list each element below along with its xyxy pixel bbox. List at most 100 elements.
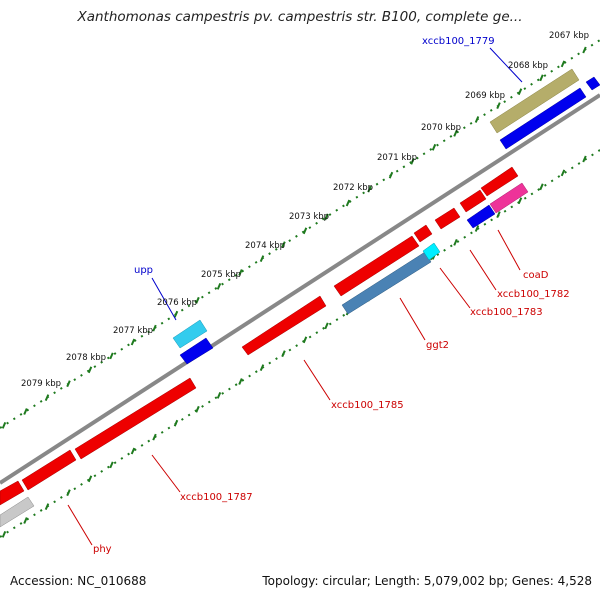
label-xccb100-1783[interactable]: xccb100_1783 <box>470 307 543 318</box>
major-tick <box>1 422 7 429</box>
major-tick <box>367 185 372 193</box>
label-upp[interactable]: upp <box>134 265 153 276</box>
major-tick <box>130 447 136 455</box>
major-tick <box>195 296 200 304</box>
gene-upper-red-1[interactable] <box>241 295 327 356</box>
major-tick <box>259 255 265 262</box>
major-tick <box>1 531 7 538</box>
major-tick <box>216 283 222 290</box>
major-tick <box>302 336 308 344</box>
gene-lower-blue-coaD[interactable] <box>466 204 496 229</box>
scale-label: 2073 kbp <box>289 212 329 222</box>
leader-phy <box>67 504 93 546</box>
genome-summary-text: Topology: circular; Length: 5,079,002 bp… <box>262 574 592 588</box>
major-tick <box>560 169 566 177</box>
scale-label: 2078 kbp <box>66 353 106 363</box>
major-tick <box>87 475 93 483</box>
major-tick <box>517 197 523 205</box>
label-coaD[interactable]: coaD <box>523 270 549 281</box>
label-phy[interactable]: phy <box>93 544 112 555</box>
scale-label: 2069 kbp <box>465 91 505 101</box>
major-tick <box>324 322 329 330</box>
gene-upper-red-2[interactable] <box>333 235 420 297</box>
scale-label: 2072 kbp <box>333 183 373 193</box>
gene-lower-steelblue-ggt2[interactable] <box>341 251 432 315</box>
label-xccb100-1782[interactable]: xccb100_1782 <box>497 289 570 300</box>
gene-upper-red-left-1[interactable] <box>74 377 197 460</box>
major-tick <box>560 60 566 68</box>
gene-upp[interactable] <box>172 319 208 349</box>
gene-xccb100-1779[interactable] <box>489 68 580 134</box>
gene-lower-magenta[interactable] <box>489 182 529 214</box>
major-tick <box>539 74 544 82</box>
gene-lower-gray-phy[interactable] <box>0 496 35 528</box>
major-tick <box>109 461 114 469</box>
scale-label: 2077 kbp <box>113 326 153 336</box>
gene-lower-blue-arrow[interactable] <box>585 76 600 91</box>
major-tick <box>345 199 351 207</box>
major-tick <box>281 350 286 358</box>
scale-label: 2075 kbp <box>201 270 241 280</box>
gene-upper-red-left-2[interactable] <box>21 449 77 491</box>
gene-upper-red-5[interactable] <box>459 189 487 213</box>
gene-lower-blue-top[interactable] <box>499 87 587 150</box>
major-tick <box>582 155 587 163</box>
leader-xccb100-1785 <box>303 359 331 401</box>
scale-label: 2079 kbp <box>21 379 61 389</box>
major-tick <box>195 405 200 413</box>
major-tick <box>259 364 265 371</box>
gene-upper-red-4[interactable] <box>434 207 461 230</box>
leader-lines <box>67 47 523 546</box>
leader-xccb100-1783 <box>439 267 471 309</box>
gene-lower-cyan[interactable] <box>422 242 441 261</box>
gene-upper-red-6[interactable] <box>480 166 519 197</box>
scale-label: 2076 kbp <box>157 298 197 308</box>
leader-coaD <box>497 229 521 271</box>
major-tick <box>388 171 394 179</box>
major-tick <box>453 130 458 137</box>
major-tick <box>410 157 415 165</box>
major-tick <box>23 408 28 415</box>
major-tick <box>23 517 28 524</box>
major-tick <box>302 227 308 235</box>
major-tick <box>216 392 222 399</box>
scale-label: 2071 kbp <box>377 153 417 163</box>
gene-labels: xccb100_1779 upp coaD xccb100_1782 xccb1… <box>93 36 570 555</box>
leader-xccb100-1782 <box>469 249 497 291</box>
scale-labels: 2067 kbp 2068 kbp 2069 kbp 2070 kbp 2071… <box>21 31 589 389</box>
map-title: Xanthomonas campestris pv. campestris st… <box>77 9 523 25</box>
major-tick <box>474 225 480 232</box>
label-xccb100-1787[interactable]: xccb100_1787 <box>180 492 253 503</box>
genome-backbone <box>0 93 600 485</box>
label-xccb100-1785[interactable]: xccb100_1785 <box>331 400 404 411</box>
accession-text: Accession: NC_010688 <box>10 574 147 588</box>
leader-xccb100-1779 <box>489 47 523 83</box>
major-tick <box>66 489 71 497</box>
leader-xccb100-1787 <box>151 454 181 493</box>
major-tick <box>44 503 50 510</box>
gene-upper-red-3[interactable] <box>413 224 433 243</box>
major-tick <box>474 116 480 123</box>
scale-label: 2074 kbp <box>245 241 285 251</box>
major-tick <box>453 239 458 246</box>
label-ggt2[interactable]: ggt2 <box>426 340 449 351</box>
major-tick <box>431 143 437 151</box>
major-tick <box>66 380 71 388</box>
major-tick <box>44 394 50 401</box>
leader-upp <box>151 277 177 321</box>
label-xccb100-1779[interactable]: xccb100_1779 <box>422 36 495 47</box>
major-tick <box>173 419 179 427</box>
gene-upper-red-left-3[interactable] <box>0 480 25 506</box>
major-tick <box>152 324 157 332</box>
scale-label: 2068 kbp <box>508 61 548 71</box>
major-tick <box>87 366 93 374</box>
major-tick <box>173 310 179 318</box>
major-tick <box>517 88 523 96</box>
major-tick <box>238 269 243 276</box>
major-tick <box>152 433 157 441</box>
gene-lower-blue-upp[interactable] <box>179 337 214 365</box>
major-tick <box>324 213 329 221</box>
leader-ggt2 <box>399 297 426 341</box>
major-tick <box>496 102 501 109</box>
